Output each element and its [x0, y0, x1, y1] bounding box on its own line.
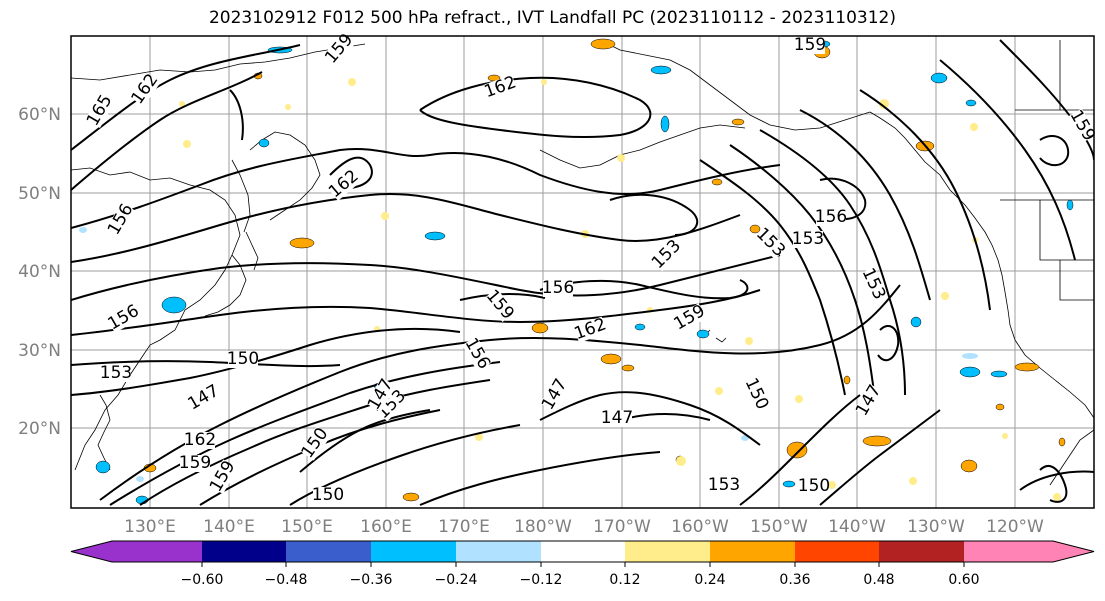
map-area	[71, 36, 1094, 508]
longitude-label: 180°W	[514, 517, 572, 537]
colorbar-segment	[456, 541, 541, 562]
colorbar-segment	[625, 541, 710, 562]
latitude-label: 40°N	[18, 262, 61, 282]
longitude-label: 130°W	[907, 517, 965, 537]
svg-text:153: 153	[100, 363, 132, 383]
longitude-label: 150°W	[750, 517, 808, 537]
colorbar-extend-min	[71, 541, 112, 562]
svg-text:156: 156	[542, 278, 574, 298]
longitude-label: 140°E	[203, 517, 255, 537]
colorbar-tick-label: −0.48	[265, 572, 308, 588]
colorbar-tick-label: −0.60	[181, 572, 224, 588]
svg-text:147: 147	[601, 408, 633, 428]
colorbar-tick-label: −0.36	[350, 572, 393, 588]
contour-label: 150	[798, 476, 830, 496]
colorbar-tick-label: −0.12	[520, 572, 563, 588]
svg-text:159: 159	[179, 453, 211, 473]
longitude-label: 130°E	[124, 517, 176, 537]
contour-label: 156	[815, 207, 847, 227]
colorbar-outline	[70, 540, 1095, 563]
map-title: 2023102912 F012 500 hPa refract., IVT La…	[208, 8, 896, 28]
longitude-labels: 130°E 140°E 150°E 160°E 170°E 180°W 170°W 160°W…	[124, 517, 1044, 537]
colorbar-segment	[112, 541, 202, 562]
contour-label: 159	[794, 35, 826, 55]
colorbar-segment	[710, 541, 795, 562]
colorbar-tick-labels: −0.60 −0.48 −0.36 −0.24 −0.12 0.12 0.24 0.36 0.4…	[181, 562, 980, 588]
contour-label: 153	[708, 475, 740, 495]
latitude-label: 50°N	[18, 184, 61, 204]
longitude-label: 170°W	[593, 517, 651, 537]
contour-label: 147	[601, 408, 633, 428]
svg-text:162: 162	[184, 430, 216, 450]
colorbar-tick-label: −0.24	[435, 572, 478, 588]
colorbar-tick-label: 0.48	[863, 572, 894, 588]
svg-text:153: 153	[792, 229, 824, 249]
graticule	[71, 36, 1094, 508]
colorbar-segment	[202, 541, 286, 562]
contour-label: 150	[227, 349, 259, 369]
longitude-label: 120°W	[986, 517, 1044, 537]
map-frame	[70, 35, 1095, 509]
colorbar-segment	[879, 541, 964, 562]
map-content	[71, 36, 1094, 508]
contour-label: 156	[542, 278, 574, 298]
svg-text:150: 150	[798, 476, 830, 496]
contour-label: 153	[792, 229, 824, 249]
longitude-label: 150°E	[281, 517, 333, 537]
latitude-label: 60°N	[18, 105, 61, 125]
longitude-label: 170°E	[438, 517, 490, 537]
svg-text:159: 159	[794, 35, 826, 55]
contour-label: 150	[312, 485, 344, 505]
colorbar-tick-label: 0.36	[779, 572, 810, 588]
colorbar-segment	[286, 541, 371, 562]
colorbar-segment	[795, 541, 879, 562]
colorbar-tick-label: 0.24	[694, 572, 725, 588]
latitude-label: 20°N	[18, 419, 61, 439]
colorbar-segment	[964, 541, 1053, 562]
contour-label: 153	[100, 363, 132, 383]
colorbar-tick-label: 0.60	[948, 572, 979, 588]
latitude-labels: 60°N 50°N 40°N 30°N 20°N	[18, 105, 61, 439]
colorbar-tick-label: 0.12	[609, 572, 640, 588]
svg-text:150: 150	[227, 349, 259, 369]
refractivity-contours	[71, 39, 1094, 506]
svg-text:153: 153	[708, 475, 740, 495]
longitude-label: 160°E	[360, 517, 412, 537]
contour-label: 162	[184, 430, 216, 450]
colorbar-segment	[541, 541, 625, 562]
svg-text:156: 156	[815, 207, 847, 227]
colorbar-extend-max	[1053, 541, 1094, 562]
colorbar	[70, 540, 1095, 563]
longitude-label: 140°W	[828, 517, 886, 537]
latitude-label: 30°N	[18, 341, 61, 361]
colorbar-segment	[371, 541, 456, 562]
longitude-label: 160°W	[671, 517, 729, 537]
contour-label: 159	[179, 453, 211, 473]
svg-text:150: 150	[312, 485, 344, 505]
